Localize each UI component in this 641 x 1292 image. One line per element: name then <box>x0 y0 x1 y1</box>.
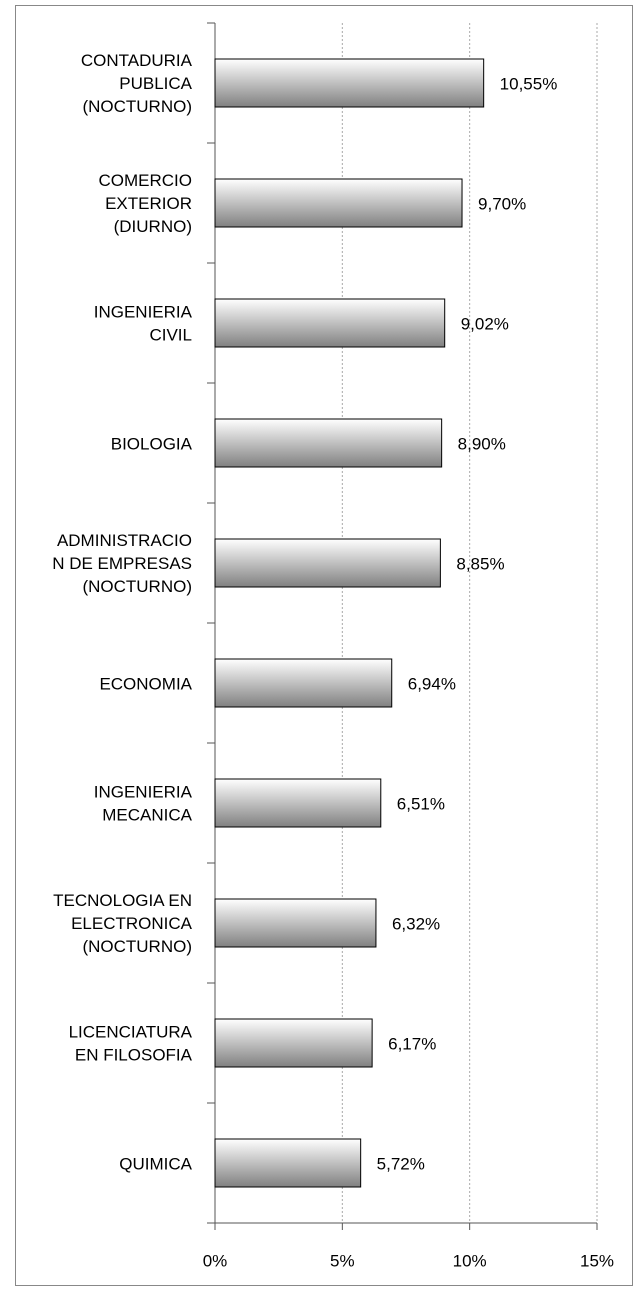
value-label: 8,85% <box>456 554 504 573</box>
x-tick-label: 15% <box>580 1251 614 1270</box>
y-tick-label: CONTADURIA PUBLICA (NOCTURNO) <box>81 51 193 116</box>
value-label: 6,51% <box>397 794 445 813</box>
bar <box>214 418 443 468</box>
value-label: 6,94% <box>408 674 456 693</box>
y-tick-label: LICENCIATURA EN FILOSOFIA <box>69 1023 193 1065</box>
value-label: 8,90% <box>458 434 506 453</box>
y-tick-label: ECONOMIA <box>99 674 192 693</box>
bar <box>214 58 485 108</box>
bar <box>214 898 377 948</box>
value-label: 6,17% <box>388 1034 436 1053</box>
y-tick-label: COMERCIO EXTERIOR (DIURNO) <box>99 171 193 236</box>
bar <box>214 538 441 588</box>
y-tick-label: ADMINISTRACIO N DE EMPRESAS (NOCTURNO) <box>52 531 192 596</box>
bar <box>214 298 446 348</box>
y-tick-label: QUIMICA <box>119 1154 192 1173</box>
value-label: 5,72% <box>377 1154 425 1173</box>
bar <box>214 178 463 228</box>
value-label: 9,02% <box>461 314 509 333</box>
bar <box>214 658 393 708</box>
value-label: 9,70% <box>478 194 526 213</box>
bar <box>214 1018 373 1068</box>
y-tick-label: BIOLOGIA <box>111 434 193 453</box>
y-tick-label: INGENIERIA MECANICA <box>94 783 193 825</box>
y-tick-label: INGENIERIA CIVIL <box>94 303 193 345</box>
x-tick-label: 10% <box>453 1251 487 1270</box>
bar <box>214 1138 362 1188</box>
value-label: 10,55% <box>500 74 558 93</box>
x-tick-label: 0% <box>203 1251 228 1270</box>
x-tick-label: 5% <box>330 1251 355 1270</box>
bar <box>214 778 382 828</box>
y-tick-label: TECNOLOGIA EN ELECTRONICA (NOCTURNO) <box>53 891 193 956</box>
value-label: 6,32% <box>392 914 440 933</box>
